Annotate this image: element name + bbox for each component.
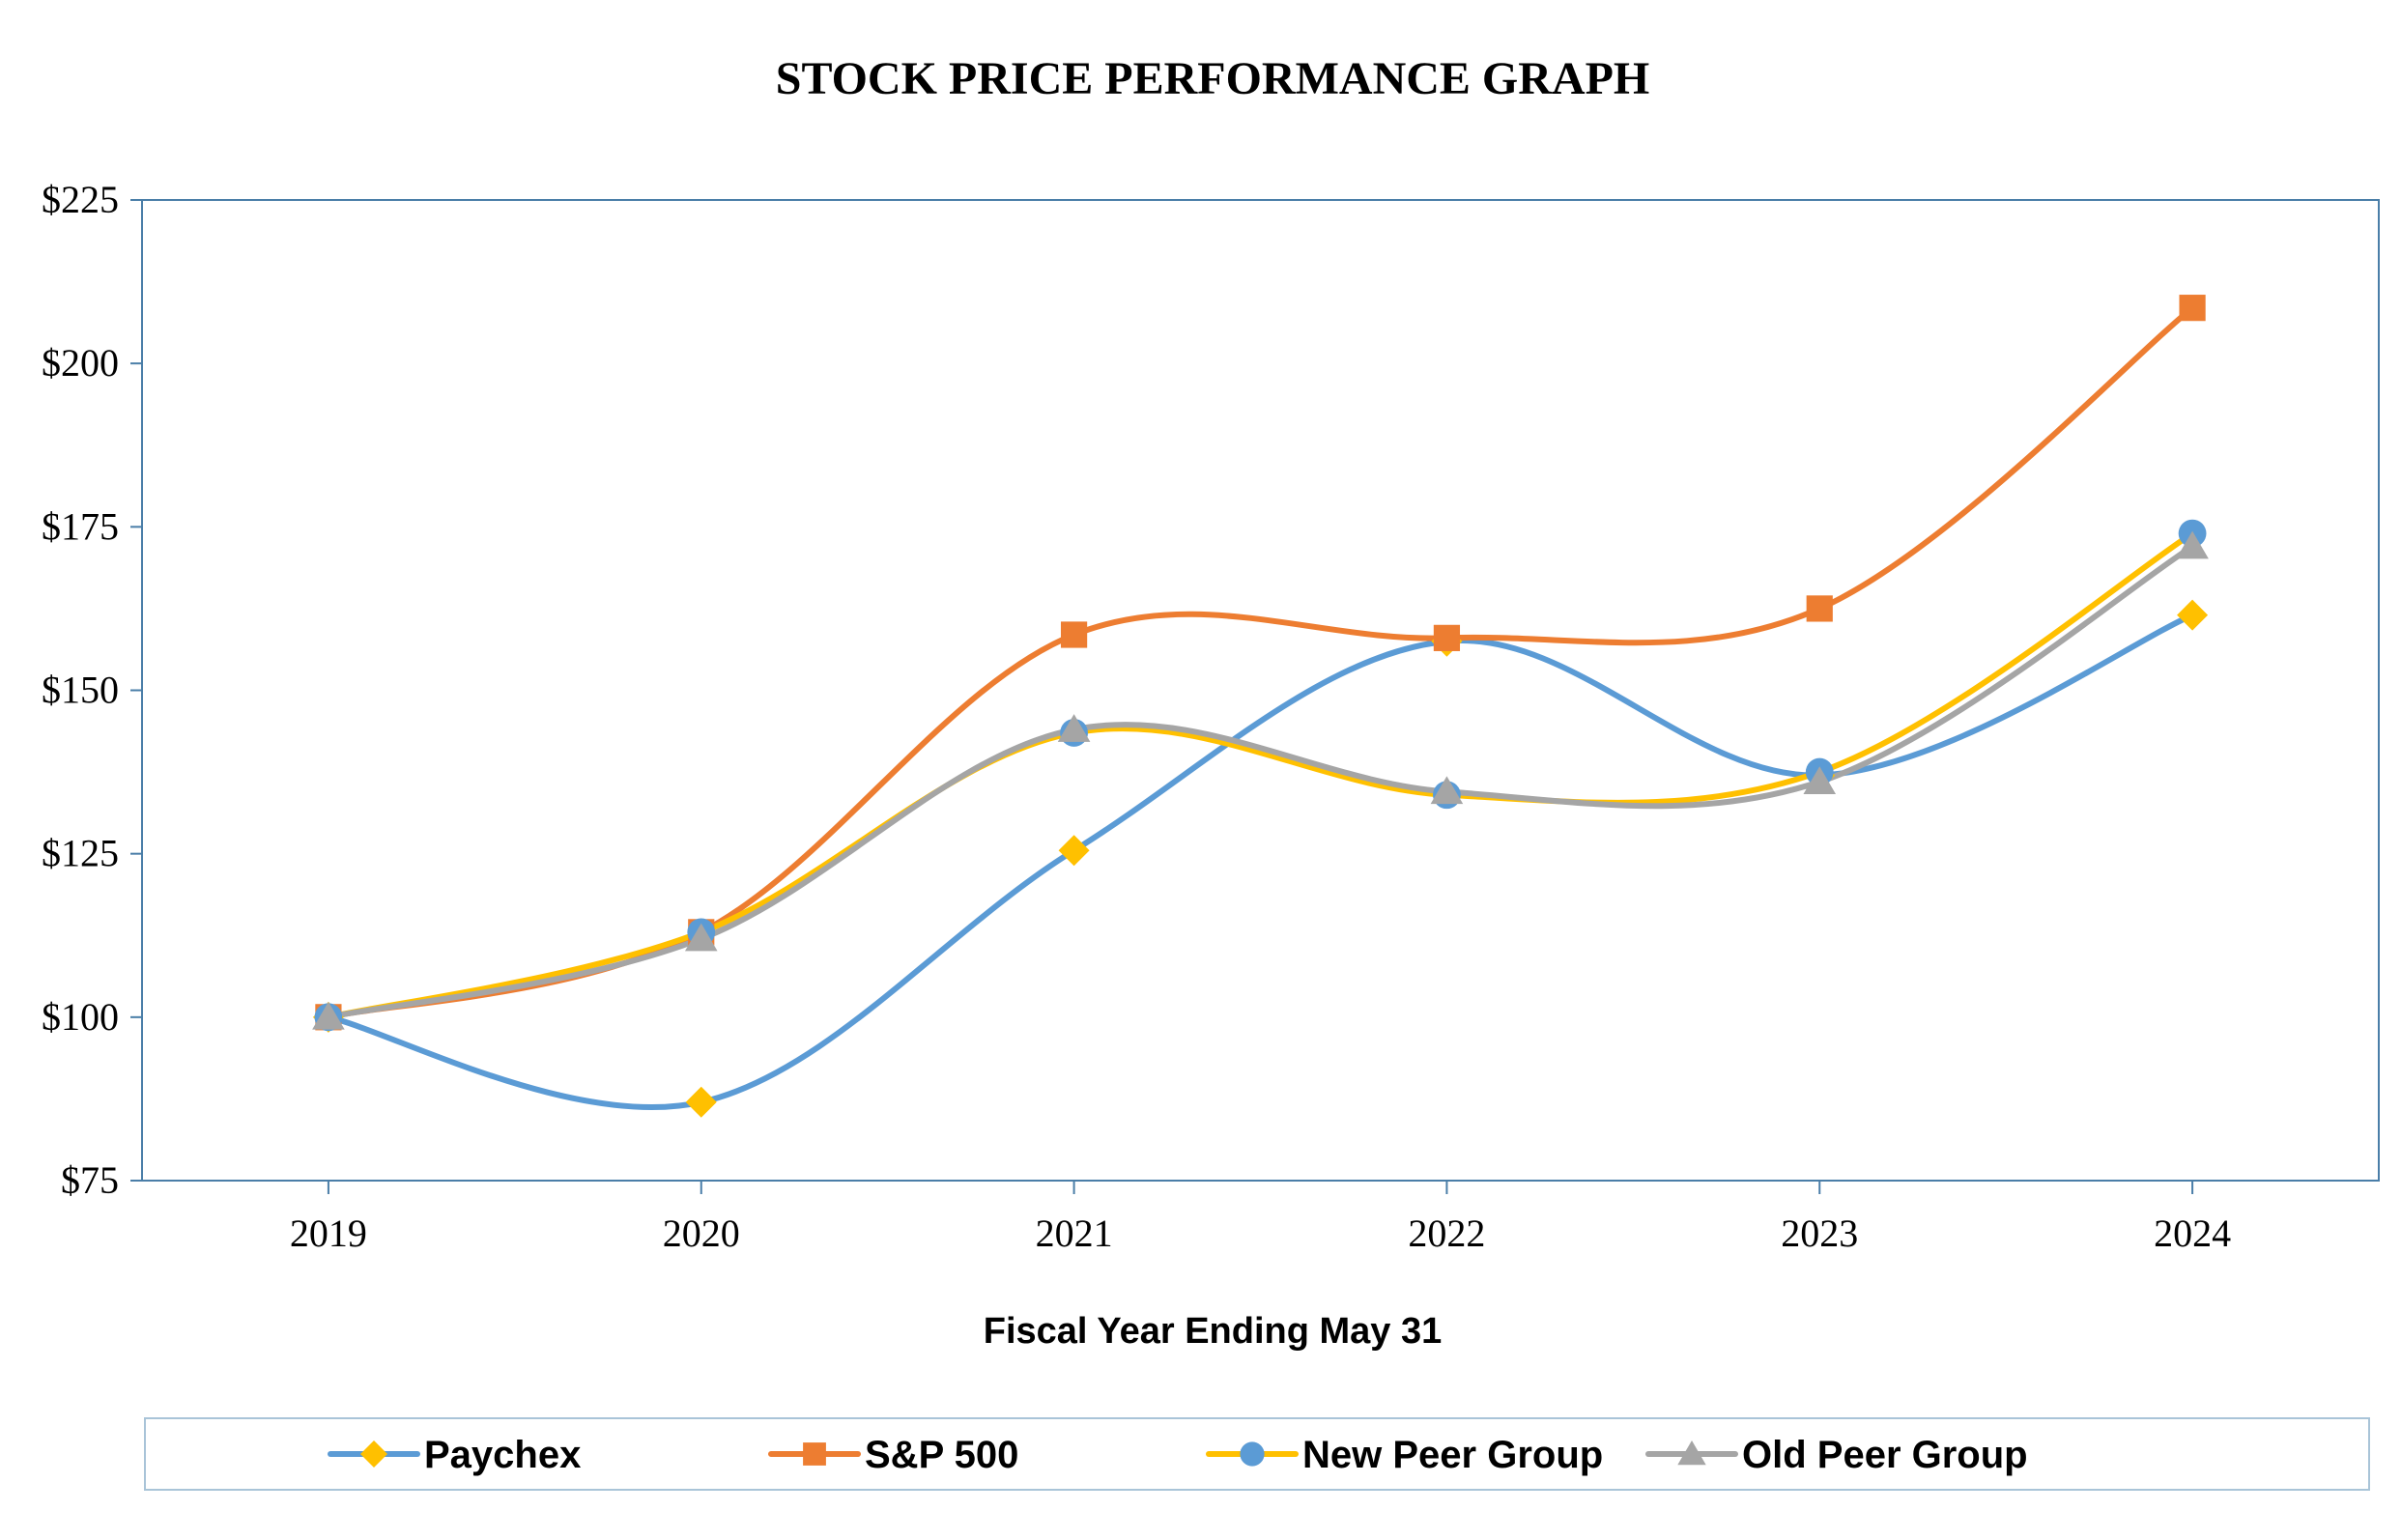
data-point-old-peer-group	[1430, 776, 1464, 805]
x-axis: 2019 2020 2021 2022 2023 2024	[290, 1181, 2231, 1255]
legend-label-paychex: Paychex	[424, 1434, 581, 1476]
data-point-old-peer-group	[1803, 766, 1837, 795]
legend-label-new-peer-group: New Peer Group	[1302, 1434, 1603, 1476]
x-tick-label: 2021	[1036, 1212, 1113, 1255]
data-point-s-p-500	[1806, 595, 1833, 622]
legend-items: Paychex S&P 500 New Peer Group Old Peer Gro…	[328, 1434, 2028, 1476]
data-point-paychex	[685, 1086, 717, 1118]
series-line-s-p-500	[325, 304, 2196, 1020]
y-axis: $75 $100 $125 $150 $175 $200 $225	[42, 178, 142, 1202]
y-tick-label: $225	[42, 178, 119, 221]
legend-marker-paychex	[360, 1440, 387, 1468]
data-point-paychex	[1058, 835, 1090, 867]
series-line-new-peer-group	[325, 530, 2196, 1020]
x-axis-label: Fiscal Year Ending May 31	[984, 1311, 1443, 1352]
x-tick-label: 2022	[1408, 1212, 1485, 1255]
data-point-s-p-500	[2179, 295, 2206, 322]
plot-area	[141, 199, 2380, 1182]
x-tick-label: 2023	[1781, 1212, 1858, 1255]
x-tick-label: 2024	[2154, 1212, 2231, 1255]
series-line-paychex	[325, 612, 2196, 1110]
series-lines	[325, 304, 2196, 1110]
y-tick-label: $150	[42, 669, 119, 712]
y-tick-label: $175	[42, 504, 119, 548]
data-point-s-p-500	[1433, 624, 1461, 651]
legend-marker-new-peer-group	[1240, 1441, 1265, 1467]
data-point-old-peer-group	[684, 923, 718, 952]
x-tick-label: 2019	[290, 1212, 367, 1255]
chart-title: STOCK PRICE PERFORMANCE GRAPH	[776, 53, 1649, 104]
legend-marker-old-peer-group	[1677, 1440, 1706, 1466]
data-point-paychex	[2177, 599, 2209, 631]
data-point-s-p-500	[1060, 621, 1088, 648]
y-tick-label: $200	[42, 341, 119, 385]
series-markers	[312, 295, 2209, 1118]
data-point-old-peer-group	[1057, 714, 1091, 742]
x-tick-label: 2020	[663, 1212, 740, 1255]
data-point-old-peer-group	[312, 1001, 345, 1030]
y-tick-label: $75	[61, 1158, 119, 1202]
legend-label-old-peer-group: Old Peer Group	[1742, 1434, 2028, 1476]
legend-marker-s-p-500	[803, 1442, 826, 1466]
y-tick-label: $100	[42, 995, 119, 1039]
y-tick-label: $125	[42, 832, 119, 875]
data-point-old-peer-group	[2176, 530, 2209, 559]
legend-label-s-p-500: S&P 500	[865, 1434, 1018, 1476]
series-line-old-peer-group	[325, 543, 2196, 1020]
